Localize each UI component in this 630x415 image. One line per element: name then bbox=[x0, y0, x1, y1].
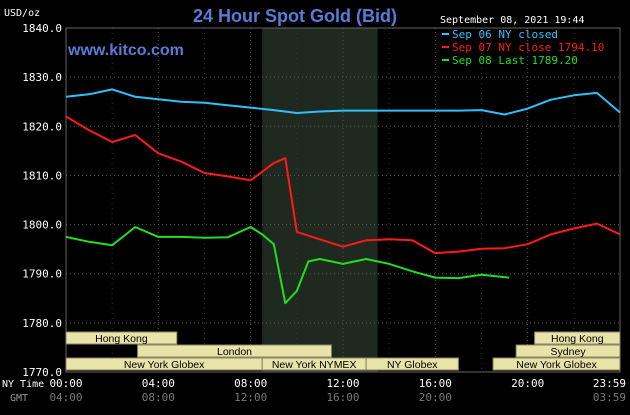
series-lines bbox=[65, 88, 621, 305]
y-tick-label: 1820.0 bbox=[22, 120, 62, 133]
x-tick-gmt: 12:00 bbox=[234, 391, 267, 404]
timestamp: September 08, 2021 19:44 bbox=[440, 15, 585, 26]
x-tick-ny: 00:00 bbox=[49, 377, 82, 390]
grid-lines bbox=[65, 27, 621, 373]
gmt-label: GMT bbox=[10, 393, 28, 404]
series-line-2 bbox=[65, 226, 510, 305]
session-bar-4 bbox=[365, 357, 459, 371]
session-bars: Hong Kong London New York Globex New York N… bbox=[65, 331, 621, 371]
session-label-3: New York NYMEX bbox=[272, 359, 357, 371]
x-tick-gmt: 08:00 bbox=[142, 391, 175, 404]
x-tick-gmt: 03:59 bbox=[593, 391, 626, 404]
session-label-4: NY Globex bbox=[387, 359, 438, 371]
x-tick-gmt: 16:00 bbox=[326, 391, 359, 404]
nymex-session-shade bbox=[262, 28, 378, 372]
session-bar-5 bbox=[534, 331, 621, 345]
chart-title: 24 Hour Spot Gold (Bid) bbox=[193, 6, 397, 26]
legend-entry-2: Sep 08 Last 1789.20 bbox=[452, 54, 578, 67]
session-label-2: New York Globex bbox=[124, 359, 205, 371]
session-bar-6 bbox=[515, 344, 621, 358]
y-tick-label: 1840.0 bbox=[22, 22, 62, 35]
x-tick-ny: 12:00 bbox=[326, 377, 359, 390]
plot-border bbox=[65, 27, 621, 373]
series-line-0 bbox=[65, 88, 621, 116]
y-tick-label: 1790.0 bbox=[22, 268, 62, 281]
y-tick-label: 1810.0 bbox=[22, 169, 62, 182]
session-bar-7 bbox=[492, 357, 621, 371]
y-tick-label: 1800.0 bbox=[22, 219, 62, 232]
series-line-1 bbox=[65, 115, 621, 255]
session-label-5: Hong Kong bbox=[551, 333, 604, 345]
session-bar-0 bbox=[65, 331, 178, 345]
x-tick-ny: 20:00 bbox=[511, 377, 544, 390]
x-tick-ny: 04:00 bbox=[142, 377, 175, 390]
x-tick-labels: 00:00 04:00 08:00 12:00 16:00 20:00 23:5904:00… bbox=[49, 377, 626, 404]
x-tick-gmt: 04:00 bbox=[49, 391, 82, 404]
session-label-1: London bbox=[217, 346, 252, 358]
y-tick-label: 1830.0 bbox=[22, 71, 62, 84]
ny-time-label: NY Time bbox=[2, 379, 44, 390]
y-tick-labels: 1840.0 1830.0 1820.0 1810.0 1800.0 1790.0 1780… bbox=[22, 22, 62, 379]
session-label-7: New York Globex bbox=[516, 359, 597, 371]
session-bar-1 bbox=[137, 344, 332, 358]
x-tick-ny: 16:00 bbox=[419, 377, 452, 390]
x-tick-ny: 08:00 bbox=[234, 377, 267, 390]
y-tick-label: 1780.0 bbox=[22, 317, 62, 330]
session-label-0: Hong Kong bbox=[95, 333, 148, 345]
y-tick-label: 1770.0 bbox=[22, 366, 62, 379]
x-tick-ny: 23:59 bbox=[593, 377, 626, 390]
session-label-6: Sydney bbox=[551, 346, 587, 358]
x-tick-gmt: 20:00 bbox=[419, 391, 452, 404]
legend-entry-0: Sep 06 NY closed bbox=[452, 28, 558, 41]
y-axis-label: USD/oz bbox=[4, 8, 40, 19]
legend-entry-1: Sep 07 NY close 1794.10 bbox=[452, 41, 604, 54]
site-label: www.kitco.com bbox=[67, 42, 184, 59]
